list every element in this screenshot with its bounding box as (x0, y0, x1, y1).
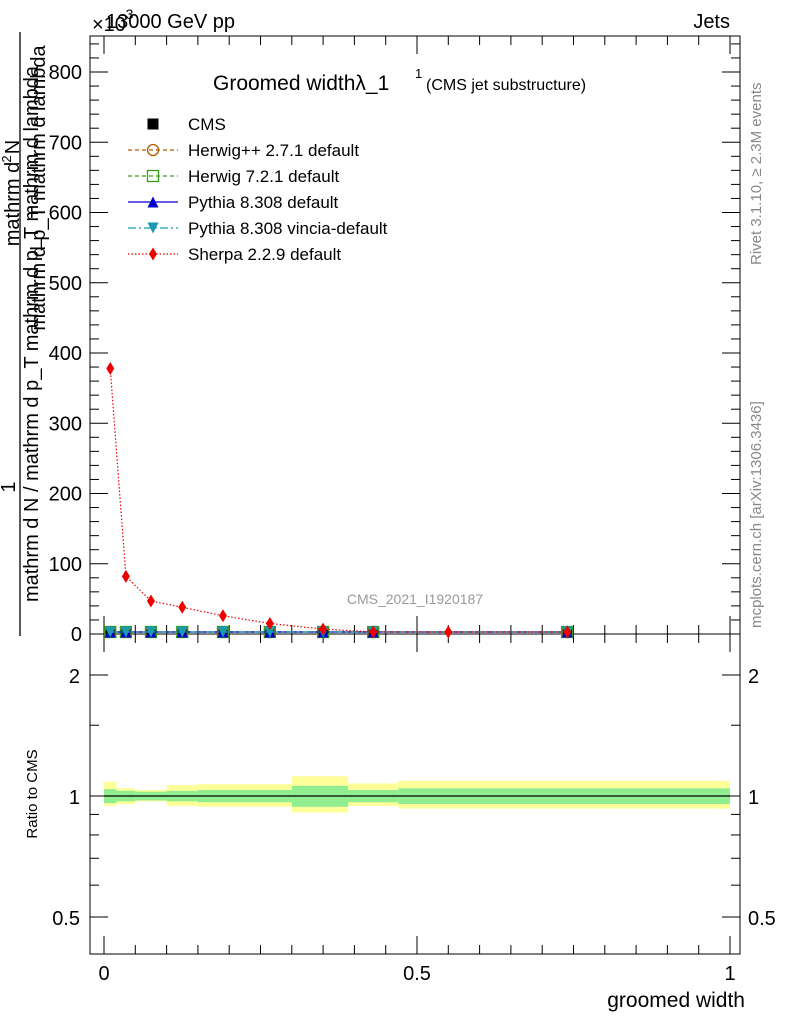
y-tick-label: 800 (49, 62, 82, 84)
legend-label: Sherpa 2.2.9 default (188, 245, 341, 264)
ratio-axis-ticks: 0.5 0.5 1 1 2 2 (52, 666, 776, 930)
ratio-tick-label: 2 (69, 666, 80, 688)
data-point (120, 626, 132, 638)
ratio-tick-label-right: 0.5 (748, 908, 776, 930)
data-point (319, 622, 328, 636)
x-axis-label: groomed width (607, 989, 745, 1012)
mcplots-label: mcplots.cern.ch [arXiv:1306.3436] (748, 401, 765, 628)
legend-marker (147, 118, 159, 130)
data-point (176, 626, 188, 638)
ratio-y-axis-label: Ratio to CMS (24, 749, 41, 838)
y-axis-label-main-text: mathrm d N / mathrm d p_T mathrm d p_T m… (21, 65, 43, 602)
ratio-tick-label-right: 2 (748, 666, 759, 688)
series-layer (104, 361, 574, 639)
chart-title-sup: 1 (415, 66, 422, 81)
series-line (109, 368, 568, 633)
ratio-tick-label-right: 1 (748, 787, 759, 809)
y-tick-label: 700 (49, 132, 82, 154)
main-axis-ticks: 0 100 200 300 400 500 600 700 800 (49, 43, 740, 646)
legend-label: Pythia 8.308 vincia-default (188, 219, 388, 238)
ratio-plot-frame (89, 633, 741, 955)
y-tick-label: 200 (49, 484, 82, 506)
data-point (121, 569, 130, 583)
y-tick-label: 400 (49, 343, 82, 365)
legend: CMS Herwig++ 2.7.1 default Herwig 7.2.1 de… (128, 115, 388, 264)
y-axis-label-numer-sub: 2 (0, 155, 14, 162)
y-tick-label: 500 (49, 273, 82, 295)
y-axis-label-denom: mathrm d p_T mathrm d lambda (28, 44, 50, 330)
data-point (146, 594, 155, 608)
data-point (178, 600, 187, 614)
y-axis-label-numer: mathrm d (2, 162, 24, 246)
x-tick-label: 0.5 (403, 963, 431, 985)
legend-marker (146, 143, 160, 157)
ratio-bands (104, 776, 730, 813)
data-point (104, 626, 116, 638)
legend-marker (149, 247, 157, 261)
ratio-tick-label: 0.5 (52, 908, 80, 930)
data-point (218, 609, 227, 623)
y-axis-label-numer-one: 1 (0, 481, 20, 492)
rivet-version-label: Rivet 3.1.10, ≥ 2.3M events (748, 83, 765, 266)
legend-label: Herwig 7.2.1 default (188, 167, 339, 186)
data-point (217, 626, 229, 638)
exponent-label: ×10 (92, 14, 126, 36)
legend-marker (147, 196, 159, 208)
process-label: Jets (693, 11, 730, 33)
data-point (106, 361, 115, 375)
x-axis-ticks: 0 0.5 1 (98, 36, 736, 985)
analysis-id: CMS_2021_I1920187 (347, 591, 483, 607)
legend-marker (147, 222, 159, 234)
chart-title: Groomed widthλ_1 (213, 72, 389, 95)
legend-label: CMS (188, 115, 226, 134)
y-tick-label: 300 (49, 413, 82, 435)
energy-label: 13000 GeV pp (106, 11, 235, 33)
y-tick-label: 600 (49, 203, 82, 225)
y-axis-label-upper: mathrm d 2 N mathrm d p_T mathrm d lambd… (0, 44, 50, 330)
x-tick-label: 1 (724, 963, 735, 985)
data-point (563, 625, 572, 639)
data-point (264, 626, 276, 638)
exponent-sup: -3 (121, 6, 134, 22)
legend-label: Pythia 8.308 default (188, 193, 339, 212)
y-axis-label-main: 1 mathrm d N / mathrm d p_T mathrm d p_T… (0, 32, 43, 636)
data-point (444, 625, 453, 639)
ratio-tick-label: 1 (69, 787, 80, 809)
data-point (145, 626, 157, 638)
chart-subtitle: (CMS jet substructure) (426, 77, 586, 94)
x-tick-label: 0 (98, 963, 109, 985)
legend-marker (146, 169, 160, 183)
data-point (369, 625, 378, 639)
data-point (265, 616, 274, 630)
y-tick-label: 100 (49, 554, 82, 576)
y-tick-label: 0 (71, 624, 82, 646)
y-axis-label-numer-tail: N (2, 140, 24, 154)
legend-label: Herwig++ 2.7.1 default (188, 141, 359, 160)
